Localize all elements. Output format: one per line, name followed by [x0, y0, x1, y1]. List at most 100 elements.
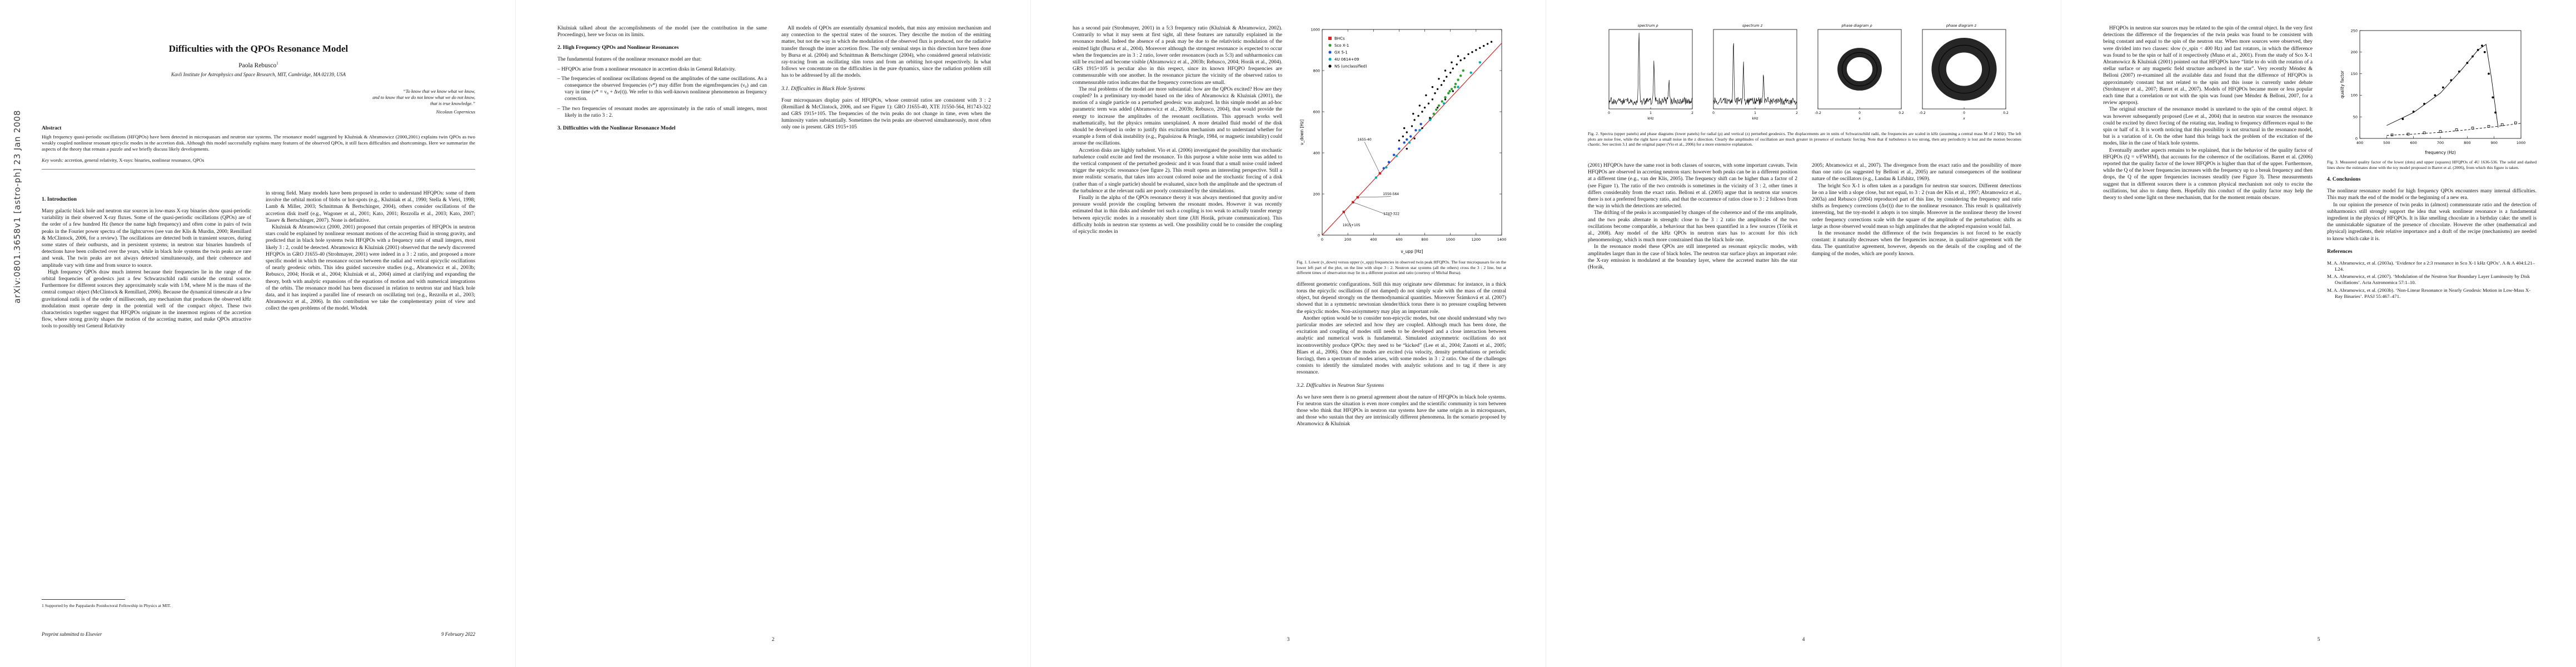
figure-2-caption: Fig. 2. Spectra (upper panels) and phase… [1588, 131, 2021, 147]
paragraph: Accretion disks are highly turbulent. Vi… [1073, 147, 1282, 194]
svg-text:400: 400 [2356, 141, 2363, 145]
figure-1-caption: Fig. 1. Lower (ν_down) versus upper (ν_u… [1297, 260, 1506, 276]
paragraph: Many galactic black hole and neutron sta… [42, 208, 251, 268]
page-number: 2 [771, 637, 775, 643]
reference-entry: M. A. Abramowicz, et al. (2003a). ‘Evide… [2327, 260, 2535, 272]
paragraph: Four microquasars display pairs of HFQPO… [781, 97, 991, 131]
reference-entry: M. A. Abramowicz, et al. (2007). ‘Modula… [2327, 273, 2530, 286]
paragraph: High frequency QPOs draw much interest b… [42, 269, 251, 330]
section-heading-2: 2. High Frequency QPOs and Nonlinear Res… [557, 44, 679, 51]
svg-text:0: 0 [1963, 111, 1965, 115]
svg-text:50: 50 [2353, 115, 2357, 120]
column-right: All models of QPOs are essentially dynam… [781, 25, 991, 623]
svg-text:spectrum ρ: spectrum ρ [1638, 23, 1659, 28]
section-heading-3: 3. Difficulties with the Nonlinear Reson… [557, 125, 676, 132]
column-left: 1. Introduction Many galactic black hole… [42, 190, 251, 595]
svg-text:1400: 1400 [1497, 237, 1506, 242]
svg-text:1915+105: 1915+105 [1343, 223, 1361, 227]
svg-text:0: 0 [1858, 111, 1861, 115]
page-1-columns: 1. Introduction Many galactic black hole… [42, 190, 475, 595]
author-footnote-mark: 1 [276, 61, 278, 66]
svg-text:200: 200 [1313, 192, 1320, 196]
svg-text:600: 600 [1313, 109, 1320, 114]
svg-text:500: 500 [2383, 141, 2390, 145]
svg-text:400: 400 [1313, 151, 1320, 155]
svg-text:1000: 1000 [1446, 237, 1455, 242]
svg-text:1000: 1000 [2516, 141, 2525, 145]
paragraph: The bright Sco X-1 is often taken as a p… [1812, 183, 2021, 230]
svg-text:600: 600 [1396, 237, 1402, 242]
page-footer: Preprint submitted to Elsevier 9 Februar… [42, 631, 475, 637]
column-left: (2001) HFQPOs have the same root in both… [1588, 162, 1797, 624]
svg-text:1550-564: 1550-564 [1383, 192, 1399, 196]
svg-text:1200: 1200 [1472, 237, 1481, 242]
svg-text:1: 1 [1754, 111, 1756, 115]
svg-text:800: 800 [2464, 141, 2470, 145]
abstract-text: High frequency quasi-periodic oscillatio… [42, 134, 475, 152]
figure-3-quality-factor-plot: 400 500 600 700 800 900 1000 0 50 100 150 200 250 fre… [2327, 25, 2537, 157]
page-number: 3 [1287, 637, 1290, 643]
figure-3-caption: Fig. 3. Measured quality factor of the l… [2327, 160, 2537, 170]
svg-text:NS (unclassified): NS (unclassified) [1334, 64, 1367, 69]
page-1: arXiv:0801.3658v1 [astro-ph] 23 Jan 2008… [0, 0, 515, 667]
paragraph: 2005; Abramowicz et al., 2007). The dive… [1812, 163, 2021, 182]
paragraph: In the resonance model the difference of… [1812, 231, 2021, 257]
svg-text:1743-322: 1743-322 [1383, 212, 1399, 216]
footnote: 1 Supported by the Pappalardo Postdoctor… [42, 603, 171, 608]
svg-text:-0.2: -0.2 [1815, 111, 1821, 115]
column-left: has a second pair (Strohmayer, 2001) in … [1073, 25, 1282, 623]
paragraph: All models of QPOs are essentially dynam… [781, 26, 991, 79]
svg-text:400: 400 [1370, 237, 1377, 242]
column-right: 2005; Abramowicz et al., 2007). The dive… [1812, 162, 2021, 624]
paper-title: Difficulties with the QPOs Resonance Mod… [168, 43, 348, 54]
figure-1-scatter-plot: 0 200 400 600 800 1000 1200 1400 0 200 400 600 800 10… [1297, 25, 1506, 257]
abstract-block: Abstract High frequency quasi-periodic o… [42, 126, 475, 170]
list-item: – The frequencies of nonlinear oscillati… [557, 76, 767, 102]
paragraph: has a second pair (Strohmayer, 2001) in … [1073, 26, 1282, 86]
svg-text:x: x [1962, 117, 1965, 121]
page-5: HFQPOs in neutron star sources may be re… [2061, 0, 2576, 667]
arxiv-watermark: arXiv:0801.3658v1 [astro-ph] 23 Jan 2008 [12, 109, 22, 304]
svg-text:4U 0614+09: 4U 0614+09 [1334, 57, 1359, 62]
svg-text:0: 0 [2355, 136, 2357, 141]
svg-text:phase diagram z: phase diagram z [1946, 23, 1977, 28]
svg-text:600: 600 [2410, 141, 2416, 145]
svg-text:0: 0 [1608, 111, 1610, 115]
page-3: has a second pair (Strohmayer, 2001) in … [1030, 0, 1546, 667]
svg-text:1000: 1000 [1311, 27, 1320, 32]
column-right: 400 500 600 700 800 900 1000 0 50 100 150 200 250 fre… [2327, 25, 2537, 623]
svg-text:1: 1 [1650, 111, 1652, 115]
svg-text:BHCs: BHCs [1334, 37, 1345, 41]
svg-text:Sco X-1: Sco X-1 [1334, 43, 1349, 48]
svg-text:200: 200 [1344, 237, 1351, 242]
epigraph: “To know that we know what we know, and … [292, 89, 475, 116]
column-right: in strong field. Many models have been p… [266, 190, 475, 595]
paragraph: The nonlinear resonance model for high f… [2327, 188, 2537, 201]
paragraph: different geometric configurations. Stil… [1297, 281, 1506, 315]
paragraph: The original structure of the resonance … [2103, 107, 2313, 147]
epigraph-attribution: Nicolaus Copernicus [436, 109, 476, 115]
svg-text:200: 200 [2350, 50, 2357, 54]
column-left: Kluźniak talked about the accomplishment… [557, 25, 767, 623]
svg-text:150: 150 [2350, 72, 2357, 76]
figure-2-panels: spectrum ρ 0 1 2 kHz spectrum z 0 1 2 kHz phase di… [1588, 22, 2021, 121]
keywords-label: Key words: [42, 157, 64, 163]
svg-text:-0.2: -0.2 [1919, 111, 1926, 115]
svg-text:0.2: 0.2 [2003, 111, 2009, 115]
svg-text:1655-40: 1655-40 [1358, 138, 1372, 142]
page-number: 4 [1802, 637, 1805, 643]
abstract-heading: Abstract [42, 126, 62, 131]
paragraph: Eventually another aspects remains to be… [2103, 147, 2313, 201]
author-name: Paola Rebusco1 [42, 61, 475, 69]
svg-text:0: 0 [1321, 237, 1323, 242]
svg-text:2: 2 [1691, 111, 1693, 115]
paragraph: Kluźniak & Abramowicz (2000, 2001) propo… [266, 225, 475, 312]
svg-text:x: x [1858, 117, 1861, 121]
paragraph: As we have seen there is no general agre… [1297, 394, 1506, 427]
paragraph: The drifting of the peaks is accompanied… [1588, 210, 1797, 243]
reference-entry: M. A. Abramowicz, et al. (2003b). ‘Non-L… [2327, 287, 2531, 299]
paragraph: Kluźniak talked about the accomplishment… [557, 26, 767, 38]
paragraph: In the resonance model these QPOs are st… [1588, 244, 1797, 271]
paragraph: (2001) HFQPOs have the same root in both… [1588, 163, 1797, 210]
